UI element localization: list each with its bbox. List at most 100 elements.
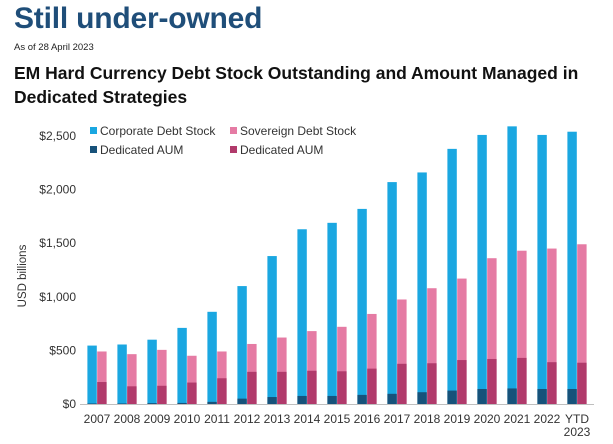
legend-label: Dedicated AUM [240, 143, 323, 157]
page-headline: Still under-owned [14, 2, 263, 35]
bar-sovereign-aum-2011 [217, 378, 227, 404]
bar-sovereign-stock-2011 [217, 351, 227, 404]
bar-sovereign-aum-2019 [457, 360, 467, 404]
bar-corporate-aum-2013 [267, 397, 277, 404]
chart-title: EM Hard Currency Debt Stock Outstanding … [14, 63, 579, 107]
bar-sovereign-aum-ytd-2023 [577, 362, 587, 404]
bar-corporate-stock-2012 [237, 286, 247, 404]
bar-sovereign-stock-2014 [307, 331, 317, 404]
bar-sovereign-stock-2017 [397, 299, 407, 404]
as-of-date: As of 28 April 2023 [14, 42, 94, 53]
legend-label: Sovereign Debt Stock [240, 124, 357, 138]
x-tick-label: 2014 [294, 412, 321, 426]
bar-sovereign-aum-2014 [307, 370, 317, 404]
bar-corporate-aum-2011 [207, 401, 217, 404]
bar-corporate-stock-2010 [177, 327, 187, 404]
x-tick-label: 2020 [474, 412, 501, 426]
legend-swatch [230, 127, 237, 134]
x-tick-label: 2017 [384, 412, 411, 426]
y-tick-label: $500 [49, 343, 76, 357]
bar-sovereign-aum-2022 [547, 362, 557, 404]
bar-sovereign-stock-2018 [427, 288, 437, 404]
bar-corporate-stock-2017 [387, 182, 397, 404]
legend-swatch [90, 146, 97, 153]
legend-swatch [230, 146, 237, 153]
legend-label: Corporate Debt Stock [100, 124, 216, 138]
bar-corporate-stock-2007 [87, 345, 97, 404]
bar-sovereign-aum-2008 [127, 386, 137, 404]
bar-corporate-aum-2019 [447, 390, 457, 404]
bar-sovereign-aum-2016 [367, 368, 377, 404]
x-tick-label: 2019 [444, 412, 471, 426]
bar-corporate-aum-2007 [87, 403, 97, 404]
bar-corporate-aum-2018 [417, 392, 427, 404]
bar-sovereign-stock-2008 [127, 354, 137, 404]
chart-legend: Corporate Debt Stock Sovereign Debt Stock… [90, 124, 357, 157]
legend-label: Dedicated AUM [100, 143, 183, 157]
bar-corporate-aum-2012 [237, 398, 247, 404]
bar-corporate-aum-2022 [537, 388, 547, 404]
bars-layer [87, 126, 587, 405]
bar-sovereign-aum-2021 [517, 357, 527, 404]
bar-corporate-stock-2020 [477, 134, 487, 405]
x-tick-label: 2022 [534, 412, 561, 426]
bar-corporate-stock-2015 [327, 222, 337, 404]
bar-corporate-stock-2008 [117, 344, 127, 404]
x-axis: 2007 2008 2009 2010 2011 2012 2013 2014 2015 2016… [80, 404, 594, 439]
bar-sovereign-aum-2009 [157, 385, 167, 404]
x-tick-label: 2023 [564, 425, 591, 439]
bar-corporate-stock-2022 [537, 134, 547, 405]
bar-sovereign-aum-2007 [97, 382, 107, 404]
bar-corporate-stock-2018 [417, 172, 427, 404]
y-tick-label: $0 [63, 397, 77, 411]
bar-corporate-stock-2019 [447, 148, 457, 404]
bar-corporate-stock-ytd-2023 [567, 131, 577, 404]
x-tick-label: 2008 [114, 412, 141, 426]
bar-corporate-aum-2014 [297, 395, 307, 404]
bar-sovereign-aum-2012 [247, 371, 257, 404]
bar-sovereign-aum-2017 [397, 363, 407, 404]
bar-corporate-stock-2016 [357, 208, 367, 404]
bar-sovereign-stock-2015 [337, 326, 347, 404]
bar-sovereign-stock-2021 [517, 250, 527, 404]
bar-sovereign-aum-2015 [337, 371, 347, 404]
y-tick-label: $2,500 [39, 129, 76, 143]
x-tick-label: 2018 [414, 412, 441, 426]
x-tick-label: YTD [565, 412, 589, 426]
y-axis: $0 $500 $1,000 $1,500 $2,000 $2,500 USD billio… [17, 129, 76, 411]
x-tick-label: 2012 [234, 412, 261, 426]
bar-corporate-stock-2014 [297, 229, 307, 404]
bar-sovereign-stock-2013 [277, 337, 287, 404]
x-tick-label: 2011 [204, 412, 230, 426]
x-tick-label: 2009 [144, 412, 171, 426]
bar-corporate-stock-2011 [207, 311, 217, 404]
bar-sovereign-aum-2020 [487, 358, 497, 404]
y-tick-label: $1,000 [39, 290, 76, 304]
bar-sovereign-aum-2010 [187, 382, 197, 404]
x-tick-label: 2013 [264, 412, 291, 426]
bar-sovereign-stock-2007 [97, 351, 107, 404]
bar-corporate-aum-2021 [507, 388, 517, 404]
bar-corporate-aum-2009 [147, 403, 157, 404]
x-tick-label: 2015 [324, 412, 351, 426]
x-tick-label: 2016 [354, 412, 381, 426]
legend-swatch [90, 127, 97, 134]
bar-corporate-stock-2013 [267, 256, 277, 404]
x-tick-label: 2010 [174, 412, 201, 426]
bar-corporate-stock-2021 [507, 126, 517, 405]
bar-corporate-aum-2016 [357, 394, 367, 404]
bar-sovereign-stock-2022 [547, 248, 557, 404]
bar-sovereign-stock-2019 [457, 278, 467, 404]
y-tick-label: $1,500 [39, 236, 76, 250]
y-axis-label: USD billions [17, 244, 29, 307]
bar-sovereign-aum-2013 [277, 371, 287, 404]
bar-sovereign-stock-2010 [187, 355, 197, 404]
bar-sovereign-stock-2016 [367, 313, 377, 404]
x-tick-label: 2007 [84, 412, 111, 426]
y-tick-label: $2,000 [39, 183, 76, 197]
bar-corporate-aum-2008 [117, 403, 127, 404]
bar-corporate-aum-2015 [327, 395, 337, 404]
bar-corporate-aum-2017 [387, 393, 397, 404]
bar-corporate-aum-ytd-2023 [567, 388, 577, 404]
